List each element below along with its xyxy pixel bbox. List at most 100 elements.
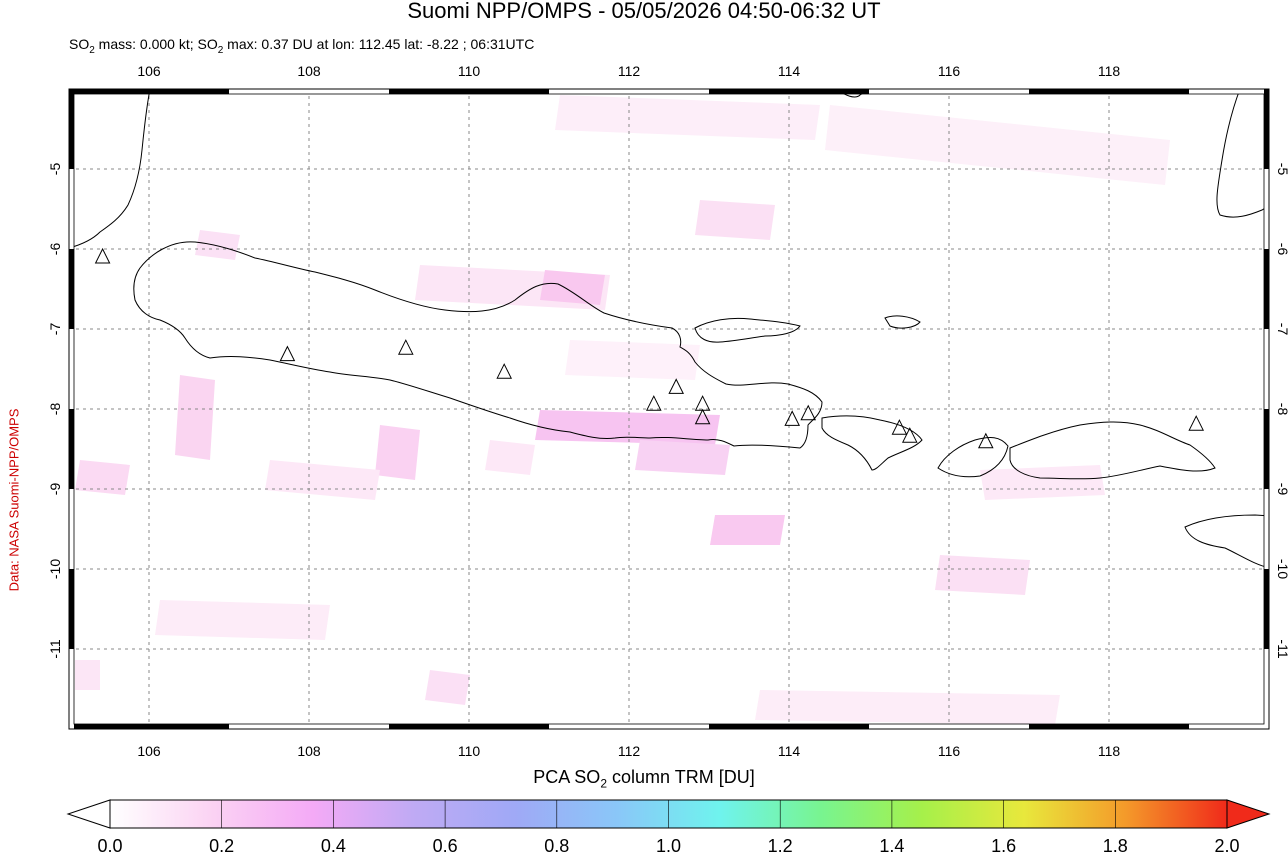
map-border [68,88,1270,730]
frame-segment [229,89,389,94]
frame-segment [1264,409,1269,489]
volcano-marker [694,408,711,425]
colorbar-tick-label: 1.6 [991,836,1017,856]
volcano-markers [94,247,1205,449]
lat-label-right: -10 [1275,559,1288,579]
colorbar-title-suffix: column TRM [DU] [607,767,755,787]
so2-pixel [75,660,100,690]
frame-segment [229,724,389,729]
frame-segment [69,169,74,249]
lat-label-left: -5 [47,163,63,176]
frame-segment [69,249,74,329]
frame-segment [1264,569,1269,649]
so2-pixel [635,440,730,475]
frame-segment [69,329,74,409]
so2-pixel [425,670,470,705]
colorbar-tick-label: 0.8 [544,836,570,856]
colorbar-tick-label: 1.8 [1102,836,1128,856]
so2-pixel [755,690,1060,725]
colorbar-tick-label: 0.4 [320,836,346,856]
sulawesi-coastline [1216,89,1269,218]
volcano-marker [645,395,662,411]
frame-segment [869,89,1029,94]
colorbar-title: PCA SO2 column TRM [DU] [0,767,1288,791]
sumbawa-coastline [1009,421,1216,480]
colorbar-tick-label: 0.6 [432,836,458,856]
lon-label-bottom: 106 [137,743,161,759]
lon-label-top: 106 [137,63,161,79]
so2-pixel [375,425,420,480]
frame-segment [869,724,1029,729]
subtitle-mid: mass: 0.000 kt; SO [94,36,218,52]
volcano-marker [279,345,296,362]
so2-pixel [535,410,720,445]
colorbar-tick-label: 1.4 [879,836,905,856]
lat-label-left: -6 [47,243,63,256]
frame-segment [1264,489,1269,569]
lon-label-bottom: 114 [778,743,801,759]
bali-coastline [821,415,923,471]
colorbar-tick-label: 1.0 [655,836,682,856]
volcano-marker [668,378,685,394]
colorbar-tick-label: 2.0 [1214,836,1240,856]
so2-pixel [710,515,785,545]
lon-label-bottom: 118 [1098,743,1121,759]
frame-segment [69,89,229,94]
subtitle-rest: max: 0.37 DU at lon: 112.45 lat: -8.22 ;… [223,36,535,52]
frame-segment [1189,724,1269,729]
so2-pixel [145,740,300,755]
lat-label-left: -8 [47,403,63,416]
lat-label-right: -5 [1275,163,1288,176]
madura-coastline [694,317,801,343]
colorbar-over-arrow [1226,799,1271,829]
so2-summary: SO2 mass: 0.000 kt; SO2 max: 0.37 DU at … [69,36,534,56]
lat-label-right: -9 [1275,483,1288,496]
so2-pixel [75,460,130,495]
lat-label-right: -7 [1275,323,1288,336]
lat-label-left: -9 [47,483,63,496]
sumatra-coastline [69,89,151,249]
colorbar-under-arrow [66,799,111,829]
lombok-coastline [937,437,1009,478]
so2-pixel [485,440,535,475]
frame-segment [1264,169,1269,249]
frame-segment [69,409,74,489]
volcano-marker [784,410,801,426]
map-inner-border [73,93,1265,725]
subtitle-sub2: 2 [217,44,224,56]
frame-segment [1189,89,1269,94]
frame-segment [69,89,74,169]
lat-label-left: -7 [47,323,63,336]
frame-segment [549,89,709,94]
frame-segment [1264,89,1269,169]
frame-segment [69,489,74,569]
sumba-coastline [1184,514,1269,569]
volcano-marker [496,363,513,379]
so2-pixel [565,340,700,380]
subtitle-prefix: SO [69,36,90,52]
kangean-coastline [884,315,921,329]
so2-pixel [175,375,215,460]
lon-label-bottom: 110 [458,743,481,759]
graticule: 106 106 108 108 110 110 112 112 114 114 116 116 118 1… [47,63,1288,759]
lat-label-right: -11 [1275,639,1288,658]
frame-segment [1264,249,1269,329]
volcano-marker [694,395,711,411]
frame-segment [1029,89,1189,94]
volcano-marker [1188,415,1205,431]
frame-segment [709,89,869,94]
colorbar-tick-label: 0.0 [97,836,123,856]
frame-segment [549,724,709,729]
volcano-marker [397,339,414,355]
frame-segment [69,649,74,729]
lat-label-left: -10 [47,559,63,579]
frame-segment [709,724,869,729]
frame-segment [1029,724,1189,729]
so2-pixel [825,105,1170,185]
so2-pixel-layer [75,95,1170,755]
volcano-marker [800,404,817,421]
subtitle-sub: 2 [89,44,95,56]
frame-segment [69,724,229,729]
lat-label-left: -11 [47,639,63,658]
colorbar-title-prefix: PCA SO [533,767,601,787]
